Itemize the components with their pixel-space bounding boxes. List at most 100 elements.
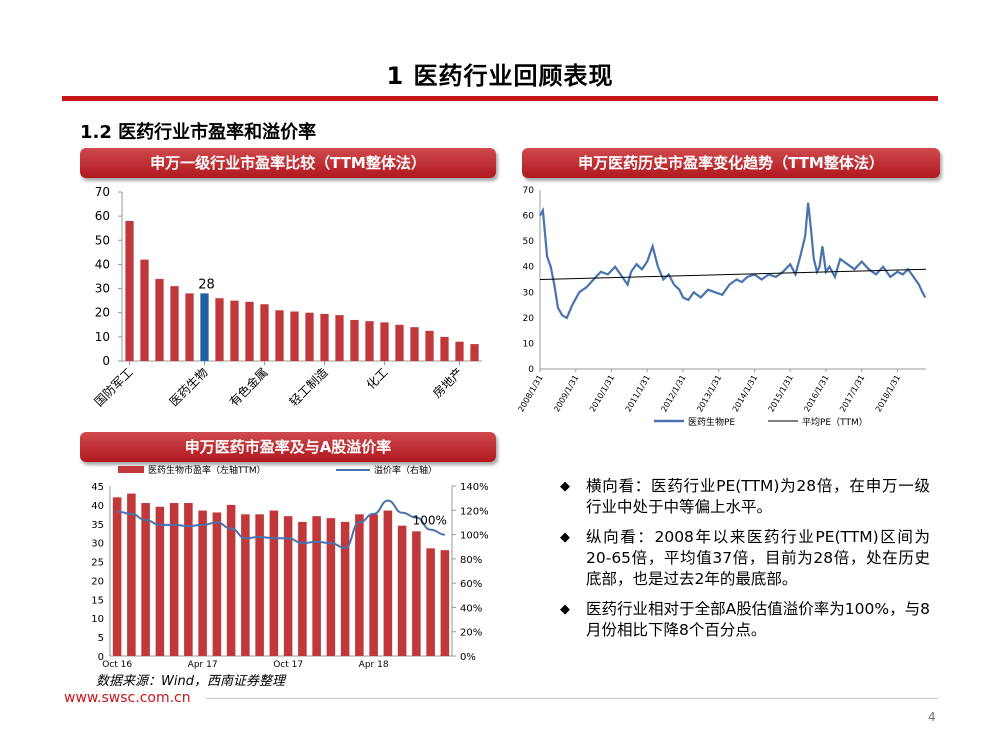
bullet-item: ◆ 横向看：医药行业PE(TTM)为28倍，在申万一级行业中处于中等偏上水平。 <box>560 476 930 518</box>
y-tick-label: 70 <box>95 185 110 199</box>
legend-label-premium: 溢价率（右轴） <box>374 464 437 476</box>
y-left-tick-label: 20 <box>91 576 104 587</box>
pe-bar <box>397 525 407 656</box>
y-left-tick-label: 15 <box>91 595 104 606</box>
y-tick-label: 50 <box>523 237 535 247</box>
x-tick-label: 2015/1/31 <box>767 374 795 414</box>
pe-bar <box>326 518 336 656</box>
bullet-item: ◆ 医药行业相对于全部A股估值溢价率为100%，与8月份相比下降8个百分点。 <box>560 599 930 641</box>
pe-bar <box>127 493 136 656</box>
y-left-tick-label: 40 <box>91 501 104 512</box>
pe-bar <box>355 514 364 656</box>
x-category-label: 医药生物 <box>167 365 211 409</box>
industry-pe-bar <box>425 330 434 361</box>
pe-bar <box>169 503 179 656</box>
premium-series-line <box>117 499 445 549</box>
y-tick-label: 40 <box>523 263 535 273</box>
industry-pe-bar <box>185 293 194 361</box>
bullet-text: 横向看：医药行业PE(TTM)为28倍，在申万一级行业中处于中等偏上水平。 <box>586 477 930 516</box>
y-left-tick-label: 45 <box>91 482 104 493</box>
pe-bar <box>112 497 122 656</box>
industry-pe-bar <box>380 322 389 361</box>
industry-pe-bar <box>140 259 149 361</box>
summary-bullets: ◆ 横向看：医药行业PE(TTM)为28倍，在申万一级行业中处于中等偏上水平。 … <box>560 476 930 650</box>
industry-pe-bar <box>170 286 179 361</box>
y-tick-label: 60 <box>95 209 110 223</box>
pe-bar <box>298 521 307 656</box>
x-tick-label: 2009/1/31 <box>552 374 580 414</box>
industry-pe-bar <box>365 321 374 361</box>
pe-bar <box>241 514 250 656</box>
y-tick-label: 10 <box>523 339 535 349</box>
y-left-tick-label: 0 <box>98 652 104 663</box>
bullet-text: 纵向看：2008年以来医药行业PE(TTM)区间为20-65倍，平均值37倍，目… <box>586 528 930 588</box>
industry-pe-bar <box>290 311 299 361</box>
y-tick-label: 60 <box>523 212 535 222</box>
pe-bar <box>383 510 393 656</box>
legend-label-pe: 医药生物市盈率（左轴TTM） <box>148 464 266 476</box>
industry-pe-bar <box>245 301 254 361</box>
pe-bar <box>312 516 321 656</box>
panel-banner-historical-pe: 申万医药历史市盈率变化趋势（TTM整体法） <box>522 148 940 178</box>
y-right-tick-label: 100% <box>460 531 489 542</box>
y-left-tick-label: 35 <box>91 520 104 531</box>
industry-pe-bar <box>200 293 209 361</box>
legend-label-pe: 医药生物PE <box>688 416 735 428</box>
panel-banner-premium: 申万医药市盈率及与A股溢价率 <box>80 432 496 462</box>
bullet-item: ◆ 纵向看：2008年以来医药行业PE(TTM)区间为20-65倍，平均值37倍… <box>560 527 930 590</box>
y-tick-label: 20 <box>523 314 535 324</box>
y-tick-label: 20 <box>95 306 110 320</box>
diamond-bullet-icon: ◆ <box>560 530 570 545</box>
x-tick-label: 2010/1/31 <box>588 374 616 414</box>
pe-bar <box>269 510 279 656</box>
x-tick-label: Apr 17 <box>188 660 218 670</box>
x-tick-label: 2014/1/31 <box>731 374 759 414</box>
x-tick-label: 2013/1/31 <box>695 374 723 414</box>
x-tick-label: Apr 18 <box>359 660 389 670</box>
industry-pe-bar <box>275 310 284 361</box>
y-right-tick-label: 0% <box>460 652 476 663</box>
x-tick-label: 2011/1/31 <box>624 374 652 414</box>
x-tick-label: 2017/1/31 <box>838 374 866 414</box>
y-right-tick-label: 140% <box>460 482 489 493</box>
y-tick-label: 10 <box>95 330 110 344</box>
industry-pe-bar <box>335 315 344 361</box>
y-tick-label: 50 <box>95 233 110 247</box>
title-underline <box>62 96 938 101</box>
y-right-tick-label: 20% <box>460 628 482 639</box>
industry-pe-bar <box>440 336 449 361</box>
highlight-data-label: 28 <box>198 277 215 292</box>
y-left-tick-label: 5 <box>98 633 104 644</box>
x-tick-label: 2016/1/31 <box>802 374 830 414</box>
industry-pe-bar <box>320 313 329 361</box>
pe-bar <box>155 506 165 656</box>
y-left-tick-label: 30 <box>91 539 104 550</box>
footer-divider <box>206 698 938 699</box>
bullet-text: 医药行业相对于全部A股估值溢价率为100%，与8月份相比下降8个百分点。 <box>586 600 930 639</box>
y-right-tick-label: 80% <box>460 555 482 566</box>
legend-label-avg: 平均PE（TTM） <box>802 416 868 428</box>
pe-bar <box>184 503 193 656</box>
page-title: 1 医药行业回顾表现 <box>386 62 614 90</box>
pe-bar <box>283 516 293 656</box>
pe-series-line <box>539 202 927 320</box>
pe-bar <box>426 548 435 656</box>
x-tick-label: Oct 17 <box>273 660 303 670</box>
pe-bar <box>369 514 378 656</box>
premium-annotation: 100% <box>413 514 447 528</box>
pe-bar <box>212 512 222 656</box>
industry-pe-bar <box>470 344 479 361</box>
average-pe-line <box>539 268 927 280</box>
industry-pe-bar <box>305 312 314 361</box>
x-tick-label: 2008/1/31 <box>516 374 544 414</box>
industry-pe-bar <box>155 278 164 361</box>
y-right-tick-label: 120% <box>460 506 489 517</box>
x-tick-label: 2018/1/31 <box>874 374 902 414</box>
y-tick-label: 70 <box>523 186 535 196</box>
industry-pe-bar-chart: 0 10 20 30 40 50 60 70 28 国防军工 医药生物 有色金属 轻工制造 化工 房地产 <box>91 185 482 410</box>
website-link[interactable]: www.swsc.com.cn <box>64 690 191 706</box>
industry-pe-bar <box>215 298 224 361</box>
x-category-label: 有色金属 <box>226 365 271 410</box>
diamond-bullet-icon: ◆ <box>560 479 570 494</box>
historical-pe-line-chart: 0 10 20 30 40 50 60 70 2008/1/31 2009/1/31 2010/1/… <box>516 186 927 428</box>
